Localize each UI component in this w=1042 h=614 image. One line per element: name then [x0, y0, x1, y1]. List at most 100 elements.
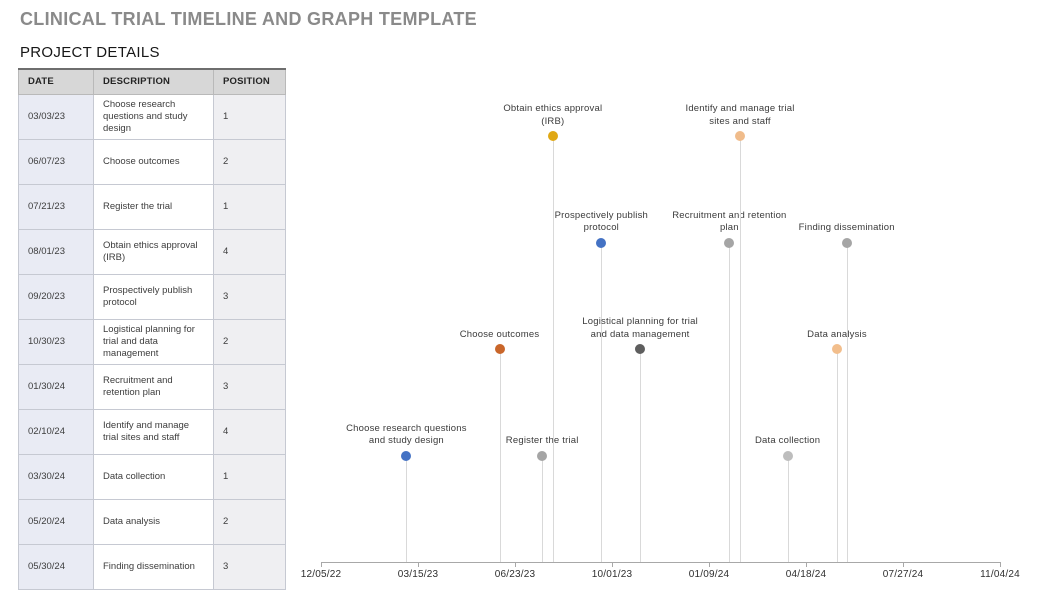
column-header-date: DATE — [18, 68, 94, 95]
x-axis-line — [321, 562, 1000, 563]
column-header-position: POSITION — [213, 68, 286, 95]
milestone-label: Logistical planning for trial and data ma… — [582, 316, 698, 341]
milestone-stem — [601, 242, 603, 562]
table-row: 10/30/23 Logistical planning for trial an… — [18, 318, 286, 365]
milestone-label: Register the trial — [506, 435, 579, 448]
table-cell-position: 4 — [213, 408, 286, 455]
milestone-label: Prospectively publish protocol — [555, 210, 648, 235]
table-cell-position: 2 — [213, 318, 286, 365]
milestone-marker — [635, 344, 646, 354]
milestone-label-line: Obtain ethics approval — [503, 103, 603, 114]
milestone-label: Data collection — [755, 435, 820, 448]
milestone-label-line: Identify and manage trial — [685, 103, 795, 114]
milestone-marker — [841, 237, 852, 248]
table-cell-description: Logistical planning for trial and data m… — [93, 318, 214, 365]
milestone-marker — [724, 237, 735, 248]
table-row: 08/01/23 Obtain ethics approval (IRB) 4 — [18, 228, 286, 275]
x-axis-tick-label: 12/05/22 — [300, 569, 342, 580]
table-cell-position: 1 — [213, 183, 286, 230]
x-axis-tick-label: 04/18/24 — [785, 569, 827, 580]
table-cell-date: 03/30/24 — [18, 453, 94, 500]
milestone-stem — [740, 136, 741, 562]
x-axis-tick — [612, 562, 613, 567]
table-cell-date: 03/03/23 — [18, 93, 94, 140]
x-axis-tick-label: 07/27/24 — [882, 569, 924, 580]
table-cell-position: 2 — [213, 138, 286, 185]
section-title: PROJECT DETAILS — [20, 44, 160, 61]
milestone-stem — [552, 136, 554, 562]
table-cell-position: 1 — [213, 93, 286, 140]
milestone-stem — [499, 349, 501, 562]
table-cell-description: Finding dissemination — [93, 543, 214, 590]
milestone-label-line: (IRB) — [541, 115, 565, 127]
milestone-stem — [837, 349, 838, 562]
table-row: 05/30/24 Finding dissemination 3 — [18, 543, 286, 590]
milestone-marker — [537, 450, 548, 461]
table-cell-description: Prospectively publish protocol — [93, 273, 214, 320]
table-cell-date: 10/30/23 — [18, 318, 94, 365]
milestone-label-line: plan — [720, 222, 739, 233]
milestone-label: Choose research questions and study desig… — [346, 423, 467, 448]
milestone-marker — [401, 450, 412, 461]
table-cell-date: 01/30/24 — [18, 363, 94, 410]
table-cell-description: Choose outcomes — [93, 138, 214, 185]
table-cell-description: Register the trial — [93, 183, 214, 230]
milestone-label-line: Finding dissemination — [798, 222, 895, 233]
table-row: 01/30/24 Recruitment and retention plan 3 — [18, 363, 286, 410]
table-cell-date: 09/20/23 — [18, 273, 94, 320]
milestone-marker — [494, 344, 505, 354]
milestone-label-line: Recruitment and retention — [672, 209, 787, 221]
table-cell-position: 4 — [213, 228, 286, 275]
table-cell-description: Choose research questions and study desi… — [93, 93, 214, 140]
page-title: CLINICAL TRIAL TIMELINE AND GRAPH TEMPLA… — [20, 9, 477, 29]
table-cell-position: 3 — [213, 273, 286, 320]
milestone-label: Data analysis — [807, 329, 867, 342]
table-cell-description: Identify and manage trial sites and staf… — [93, 408, 214, 455]
milestone-label-line: Choose outcomes — [459, 328, 540, 340]
milestone-label: Recruitment and retention plan — [672, 210, 786, 235]
project-details-table: DATE DESCRIPTION POSITION 03/03/23 Choose… — [18, 68, 286, 590]
x-axis-tick — [709, 562, 710, 567]
x-axis-tick-label: 03/15/23 — [397, 569, 439, 580]
table-row: 03/03/23 Choose research questions and st… — [18, 93, 286, 140]
x-axis-tick — [515, 562, 516, 567]
table-row: 09/20/23 Prospectively publish protocol 3 — [18, 273, 286, 320]
table-cell-date: 08/01/23 — [18, 228, 94, 275]
table-cell-date: 07/21/23 — [18, 183, 94, 230]
table-cell-date: 05/20/24 — [18, 498, 94, 545]
column-header-description: DESCRIPTION — [93, 68, 214, 95]
table-row: 03/30/24 Data collection 1 — [18, 453, 286, 500]
milestone-stem — [640, 349, 642, 562]
milestone-marker — [596, 237, 607, 248]
milestone-label: Finding dissemination — [799, 222, 895, 235]
milestone-label-line: Prospectively publish — [554, 209, 649, 221]
milestone-stem — [542, 455, 544, 562]
milestone-label-line: and data management — [590, 328, 690, 340]
table-cell-date: 05/30/24 — [18, 543, 94, 590]
milestone-label-line: and study design — [368, 435, 444, 446]
table-row: 06/07/23 Choose outcomes 2 — [18, 138, 286, 185]
x-axis-tick — [321, 562, 322, 567]
x-axis-tick-label: 06/23/23 — [494, 569, 536, 580]
milestone-marker — [832, 344, 842, 354]
milestone-label: Identify and manage trial sites and staff — [685, 103, 794, 128]
milestone-stem — [846, 242, 848, 562]
x-axis-tick — [418, 562, 419, 567]
milestone-label-line: protocol — [583, 222, 619, 233]
x-axis-tick — [806, 562, 807, 567]
milestone-marker — [547, 131, 558, 141]
milestone-stem — [406, 455, 408, 562]
x-axis-tick — [903, 562, 904, 567]
table-cell-date: 02/10/24 — [18, 408, 94, 455]
x-axis-tick-label: 01/09/24 — [688, 569, 730, 580]
table-cell-date: 06/07/23 — [18, 138, 94, 185]
table-cell-position: 3 — [213, 543, 286, 590]
table-header-row: DATE DESCRIPTION POSITION — [18, 68, 286, 95]
milestone-marker — [735, 131, 745, 141]
milestone-label-line: Data collection — [754, 435, 821, 446]
x-axis-tick-label: 10/01/23 — [591, 569, 633, 580]
milestone-stem — [729, 242, 731, 562]
milestone-label: Choose outcomes — [460, 329, 540, 342]
table-cell-position: 3 — [213, 363, 286, 410]
milestone-label-line: sites and staff — [709, 115, 771, 127]
